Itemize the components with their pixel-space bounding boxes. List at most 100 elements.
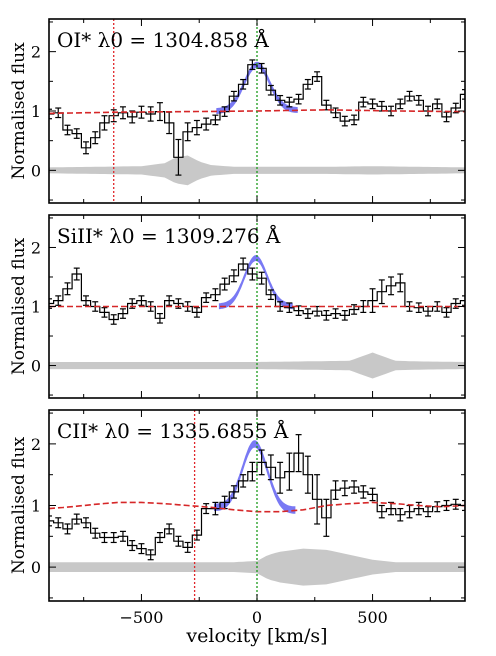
flux-errorbar bbox=[258, 449, 265, 476]
flux-errorbar bbox=[295, 434, 302, 473]
flux-errorbar bbox=[452, 498, 459, 510]
flux-errorbar bbox=[184, 122, 191, 142]
flux-errorbar bbox=[92, 527, 99, 539]
flux-errorbar bbox=[397, 273, 404, 293]
y-tick-label: 1 bbox=[31, 102, 41, 121]
flux-errorbar bbox=[101, 115, 108, 131]
flux-errorbar bbox=[443, 307, 450, 318]
flux-errorbar bbox=[138, 295, 145, 306]
flux-errorbar bbox=[82, 517, 89, 529]
flux-errorbar bbox=[286, 96, 293, 108]
y-tick-label: 2 bbox=[31, 238, 41, 257]
flux-errorbar bbox=[323, 498, 330, 537]
y-tick-label: 2 bbox=[31, 43, 41, 62]
flux-errorbar bbox=[101, 532, 108, 544]
plot-area bbox=[49, 410, 465, 601]
panel-frame bbox=[48, 18, 466, 204]
flux-errorbar bbox=[378, 279, 385, 305]
flux-errorbar bbox=[184, 541, 191, 553]
flux-errorbar bbox=[240, 78, 247, 90]
flux-errorbar bbox=[369, 98, 376, 110]
flux-errorbar bbox=[92, 131, 99, 145]
flux-errorbar bbox=[110, 532, 117, 544]
flux-errorbar bbox=[462, 295, 465, 306]
flux-errorbar bbox=[295, 93, 302, 105]
y-axis-label: Normalised flux bbox=[9, 436, 29, 574]
flux-errorbar bbox=[434, 98, 441, 110]
flux-errorbar bbox=[129, 110, 136, 124]
flux-errorbar bbox=[369, 487, 376, 502]
flux-errorbar bbox=[462, 499, 465, 512]
panel-2: 0 1 2 SiII* λ0 = 1309.276 Å Normalised flux bbox=[9, 214, 466, 399]
flux-errorbar bbox=[397, 98, 404, 110]
y-tick-label: 1 bbox=[31, 298, 41, 317]
flux-errorbar bbox=[240, 474, 247, 488]
fit-band bbox=[214, 440, 296, 514]
flux-errorbar bbox=[351, 480, 358, 494]
flux-errorbar bbox=[240, 257, 247, 271]
error-band bbox=[49, 352, 465, 379]
flux-errorbar bbox=[147, 106, 154, 122]
flux-errorbar bbox=[332, 308, 339, 319]
flux-errorbar bbox=[258, 271, 265, 285]
flux-errorbar bbox=[341, 115, 348, 127]
flux-errorbar bbox=[462, 89, 465, 100]
flux-errorbar bbox=[249, 267, 256, 281]
flux-errorbar bbox=[119, 308, 126, 319]
flux-errorbar bbox=[332, 107, 339, 119]
y-axis-label: Normalised flux bbox=[9, 237, 29, 375]
flux-errorbar bbox=[304, 455, 311, 494]
flux-errorbar bbox=[64, 282, 71, 296]
flux-errorbar bbox=[73, 267, 80, 281]
flux-errorbar bbox=[249, 461, 256, 482]
flux-step-line bbox=[49, 64, 465, 158]
flux-errorbar bbox=[221, 277, 228, 291]
flux-errorbar bbox=[406, 90, 413, 102]
flux-errorbar bbox=[304, 308, 311, 319]
flux-errorbar bbox=[286, 302, 293, 314]
fit-band bbox=[218, 255, 293, 310]
flux-errorbar bbox=[119, 530, 126, 542]
y-tick-label: 0 bbox=[31, 357, 41, 376]
flux-errorbar bbox=[82, 295, 89, 306]
flux-errorbar bbox=[175, 138, 182, 176]
flux-errorbar bbox=[360, 96, 367, 108]
panel-frame bbox=[48, 214, 466, 399]
flux-errorbar bbox=[230, 269, 237, 283]
flux-errorbar bbox=[360, 299, 367, 314]
flux-errorbar bbox=[443, 499, 450, 512]
flux-errorbar bbox=[277, 301, 284, 312]
flux-errorbar bbox=[212, 288, 219, 302]
flux-errorbar bbox=[193, 307, 200, 318]
flux-errorbar bbox=[369, 288, 376, 314]
flux-errorbar bbox=[82, 141, 89, 155]
flux-errorbar bbox=[55, 295, 62, 306]
flux-errorbar bbox=[267, 454, 274, 481]
flux-errorbar bbox=[175, 535, 182, 547]
flux-errorbar bbox=[156, 312, 163, 324]
flux-errorbar bbox=[277, 94, 284, 106]
flux-errorbar bbox=[55, 517, 62, 529]
flux-errorbar bbox=[193, 119, 200, 136]
y-tick-label: 0 bbox=[31, 161, 41, 180]
flux-errorbar bbox=[351, 304, 358, 315]
panel-3: 0 1 2 CII* λ0 = 1335.6855 Å Normalised flux −… bbox=[9, 409, 466, 627]
flux-errorbar bbox=[267, 84, 274, 96]
flux-errorbar bbox=[138, 543, 145, 555]
panel-1: 0 1 2 OI* λ0 = 1304.858 Å Normalised flux bbox=[9, 18, 466, 204]
panel-frame bbox=[48, 409, 466, 602]
panel-title: SiII* λ0 = 1309.276 Å bbox=[57, 223, 281, 248]
flux-errorbar bbox=[341, 480, 348, 497]
flux-errorbar bbox=[230, 90, 237, 102]
plot-area bbox=[49, 19, 465, 203]
flux-errorbar bbox=[49, 515, 52, 527]
flux-errorbar bbox=[129, 540, 136, 552]
flux-errorbar bbox=[49, 108, 52, 120]
flux-errorbar bbox=[212, 114, 219, 126]
flux-errorbar bbox=[332, 480, 339, 500]
flux-errorbar bbox=[360, 485, 367, 499]
flux-errorbar bbox=[415, 501, 422, 516]
y-axis-label: Normalised flux bbox=[9, 42, 29, 180]
y-tick-label: 0 bbox=[31, 558, 41, 577]
